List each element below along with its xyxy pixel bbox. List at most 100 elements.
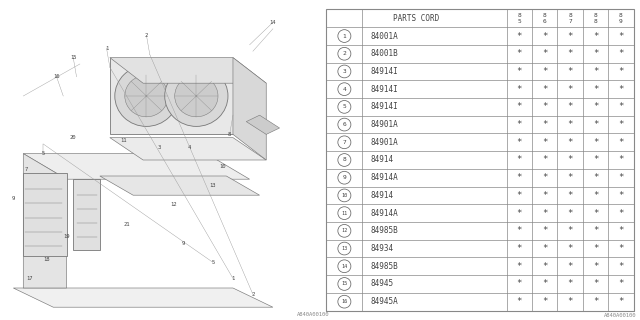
Text: *: *: [568, 67, 573, 76]
Text: 11: 11: [341, 211, 348, 216]
Text: *: *: [542, 138, 547, 147]
Text: 84985B: 84985B: [370, 226, 398, 235]
Polygon shape: [233, 58, 266, 160]
Polygon shape: [246, 115, 280, 134]
Text: *: *: [568, 191, 573, 200]
Text: 12: 12: [341, 228, 348, 233]
Text: 3: 3: [158, 145, 161, 150]
Text: 7: 7: [342, 140, 346, 145]
Text: *: *: [542, 279, 547, 288]
Text: *: *: [618, 279, 623, 288]
Text: 8: 8: [342, 157, 346, 163]
Text: 8: 8: [228, 132, 231, 137]
Text: *: *: [542, 226, 547, 235]
Text: *: *: [542, 67, 547, 76]
Text: *: *: [568, 32, 573, 41]
Text: 5: 5: [211, 260, 214, 265]
Text: *: *: [516, 191, 522, 200]
Text: *: *: [618, 191, 623, 200]
Text: 84914I: 84914I: [370, 102, 398, 111]
Text: *: *: [516, 120, 522, 129]
Text: *: *: [516, 32, 522, 41]
Text: *: *: [516, 67, 522, 76]
Text: *: *: [593, 244, 598, 253]
Text: *: *: [568, 279, 573, 288]
Text: 84901A: 84901A: [370, 120, 398, 129]
Text: 9: 9: [12, 196, 15, 201]
Text: *: *: [568, 138, 573, 147]
Text: *: *: [618, 173, 623, 182]
Polygon shape: [23, 154, 250, 179]
Text: 8
8: 8 8: [594, 13, 597, 24]
Text: 15: 15: [341, 282, 348, 286]
Text: *: *: [516, 262, 522, 271]
Text: *: *: [516, 297, 522, 306]
Text: *: *: [593, 226, 598, 235]
Text: *: *: [568, 173, 573, 182]
Text: 1: 1: [231, 276, 235, 281]
Text: *: *: [593, 120, 598, 129]
Text: *: *: [618, 120, 623, 129]
Text: *: *: [516, 226, 522, 235]
Text: *: *: [593, 156, 598, 164]
Text: *: *: [593, 67, 598, 76]
Text: *: *: [593, 138, 598, 147]
Text: *: *: [516, 102, 522, 111]
Text: *: *: [542, 244, 547, 253]
Text: *: *: [542, 297, 547, 306]
Circle shape: [175, 75, 218, 117]
Text: *: *: [593, 32, 598, 41]
Text: 5: 5: [42, 151, 45, 156]
Circle shape: [125, 75, 168, 117]
Text: *: *: [593, 191, 598, 200]
Text: 84914I: 84914I: [370, 67, 398, 76]
Text: 6: 6: [342, 122, 346, 127]
Polygon shape: [23, 154, 67, 288]
Text: *: *: [618, 226, 623, 235]
Text: *: *: [568, 120, 573, 129]
Text: 8
6: 8 6: [543, 13, 547, 24]
Text: *: *: [593, 262, 598, 271]
Text: *: *: [568, 49, 573, 58]
Text: *: *: [618, 297, 623, 306]
Text: 7: 7: [25, 167, 28, 172]
Text: 11: 11: [120, 138, 126, 143]
Text: *: *: [618, 85, 623, 94]
Text: A840A00100: A840A00100: [604, 313, 637, 318]
Text: 16: 16: [53, 74, 60, 79]
Text: *: *: [618, 244, 623, 253]
Text: 4: 4: [188, 145, 191, 150]
Text: 1: 1: [105, 45, 108, 51]
Text: *: *: [568, 226, 573, 235]
Text: 18: 18: [44, 257, 50, 262]
Text: 84945: 84945: [370, 279, 394, 288]
Text: *: *: [568, 156, 573, 164]
Polygon shape: [13, 288, 273, 307]
Text: *: *: [516, 173, 522, 182]
Text: *: *: [542, 85, 547, 94]
Text: *: *: [568, 262, 573, 271]
Polygon shape: [110, 138, 266, 160]
Text: 9: 9: [181, 241, 185, 246]
Text: *: *: [542, 32, 547, 41]
Text: 8
9: 8 9: [619, 13, 623, 24]
Text: A840A00100: A840A00100: [297, 312, 330, 317]
Text: 8
5: 8 5: [518, 13, 521, 24]
Text: *: *: [568, 85, 573, 94]
Text: 2: 2: [252, 292, 255, 297]
Text: *: *: [542, 262, 547, 271]
Text: *: *: [516, 209, 522, 218]
Text: 10: 10: [341, 193, 348, 198]
Text: *: *: [568, 102, 573, 111]
Text: 13: 13: [341, 246, 348, 251]
Text: 84001B: 84001B: [370, 49, 398, 58]
Text: 84901A: 84901A: [370, 138, 398, 147]
Text: *: *: [516, 85, 522, 94]
Text: *: *: [593, 173, 598, 182]
Text: 13: 13: [210, 183, 216, 188]
Text: *: *: [568, 244, 573, 253]
Text: 84945A: 84945A: [370, 297, 398, 306]
Text: *: *: [618, 156, 623, 164]
Text: *: *: [516, 244, 522, 253]
Text: 17: 17: [27, 276, 33, 281]
